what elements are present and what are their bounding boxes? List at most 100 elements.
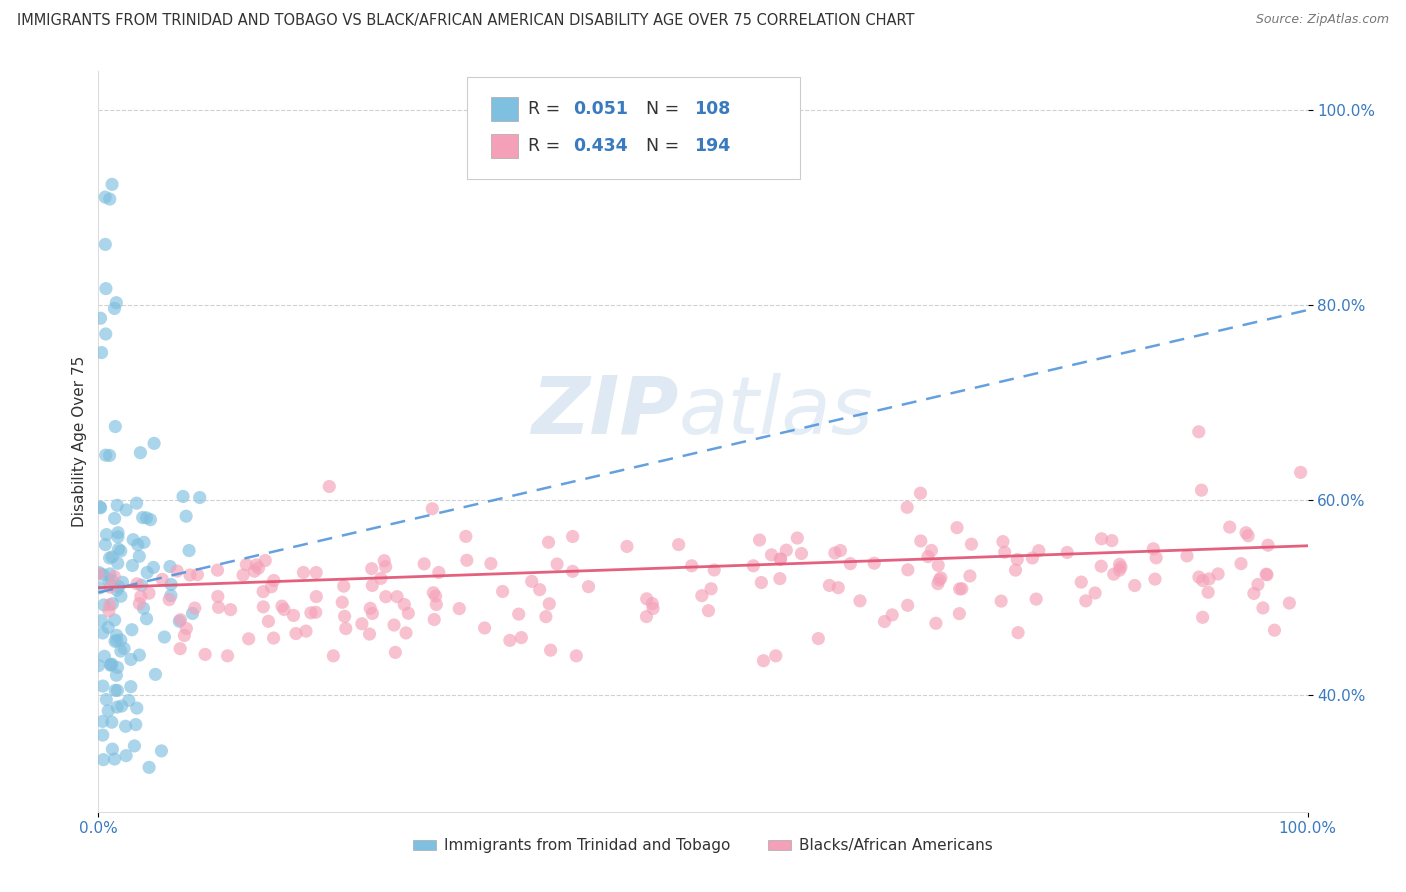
Point	[94, 190, 117, 204]
Point	[194, 648, 217, 662]
Point	[136, 566, 159, 580]
Point	[89, 566, 111, 580]
Point	[1198, 572, 1220, 586]
Point	[361, 578, 384, 592]
Point	[104, 419, 127, 434]
Point	[1108, 558, 1130, 572]
Point	[98, 580, 121, 594]
Point	[184, 601, 207, 615]
Point	[929, 571, 952, 585]
Point	[790, 547, 813, 561]
Point	[897, 599, 920, 613]
Point	[423, 613, 446, 627]
Point	[1175, 549, 1198, 563]
Point	[1243, 586, 1265, 600]
Point	[91, 728, 114, 742]
Point	[769, 552, 792, 566]
Point	[769, 552, 792, 566]
Point	[1191, 483, 1213, 498]
Point	[159, 559, 181, 574]
Point	[105, 700, 128, 714]
Point	[263, 574, 285, 588]
Point	[1084, 586, 1107, 600]
Text: IMMIGRANTS FROM TRINIDAD AND TOBAGO VS BLACK/AFRICAN AMERICAN DISABILITY AGE OVE: IMMIGRANTS FROM TRINIDAD AND TOBAGO VS B…	[17, 13, 914, 29]
Point	[169, 614, 191, 628]
Point	[960, 537, 983, 551]
Point	[499, 633, 522, 648]
Point	[508, 607, 530, 621]
Text: Source: ZipAtlas.com: Source: ZipAtlas.com	[1256, 13, 1389, 27]
Point	[305, 566, 328, 580]
Point	[188, 491, 211, 505]
Point	[292, 566, 315, 580]
Point	[94, 237, 117, 252]
Point	[232, 568, 254, 582]
Point	[238, 632, 260, 646]
Point	[1278, 596, 1301, 610]
Point	[138, 586, 160, 600]
Point	[927, 558, 949, 573]
Point	[172, 490, 194, 504]
Point	[101, 178, 124, 192]
Point	[1197, 585, 1219, 599]
Point	[641, 597, 664, 611]
Point	[382, 618, 405, 632]
Point	[100, 657, 122, 672]
Point	[243, 564, 266, 578]
Point	[1237, 529, 1260, 543]
Point	[153, 630, 176, 644]
Point	[959, 569, 981, 583]
Point	[830, 543, 852, 558]
Point	[374, 590, 396, 604]
Point	[1108, 563, 1130, 577]
Point	[1257, 538, 1279, 552]
Point	[360, 562, 382, 576]
Point	[135, 612, 157, 626]
Point	[990, 594, 1012, 608]
Point	[373, 554, 395, 568]
Point	[94, 538, 117, 552]
Point	[849, 594, 872, 608]
Point	[1090, 559, 1112, 574]
Point	[169, 613, 191, 627]
Text: 0.051: 0.051	[574, 100, 628, 118]
Point	[786, 531, 808, 545]
Text: N =: N =	[647, 137, 685, 155]
Point	[546, 557, 568, 571]
Point	[991, 534, 1014, 549]
Point	[173, 628, 195, 642]
Point	[96, 527, 118, 541]
Point	[1028, 543, 1050, 558]
Point	[946, 521, 969, 535]
Point	[917, 549, 939, 564]
Point	[474, 621, 496, 635]
Point	[394, 598, 416, 612]
Point	[1101, 533, 1123, 548]
Point	[127, 538, 149, 552]
Point	[169, 641, 191, 656]
Point	[96, 692, 118, 706]
Text: 108: 108	[695, 100, 731, 118]
Point	[1109, 560, 1132, 574]
Point	[128, 597, 150, 611]
Point	[98, 598, 121, 612]
Point	[395, 626, 418, 640]
Point	[330, 595, 353, 609]
Point	[121, 623, 143, 637]
Point	[101, 597, 124, 611]
Point	[89, 581, 111, 595]
Point	[636, 591, 658, 606]
Point	[273, 602, 295, 616]
Point	[124, 739, 146, 753]
Point	[285, 626, 308, 640]
Point	[636, 609, 658, 624]
Point	[125, 717, 148, 731]
Point	[839, 557, 862, 571]
Point	[668, 538, 690, 552]
Point	[925, 616, 948, 631]
Point	[1256, 567, 1278, 582]
Point	[1004, 563, 1026, 577]
Point	[1074, 594, 1097, 608]
Text: R =: R =	[527, 100, 565, 118]
Point	[150, 744, 173, 758]
